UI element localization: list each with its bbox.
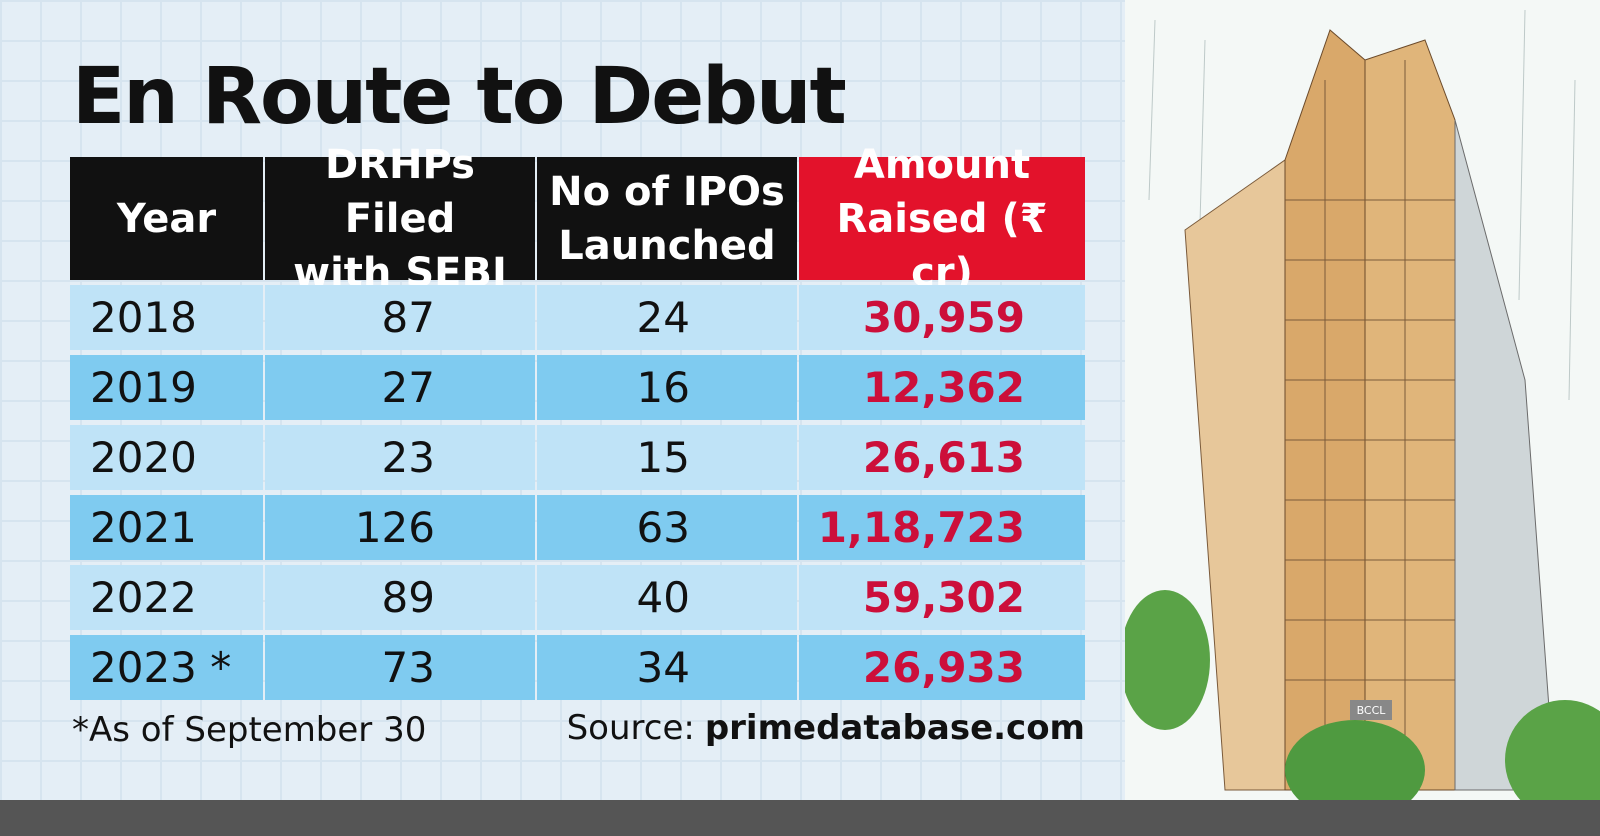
header-line: Year (116, 195, 217, 242)
watermark: BCCL (1357, 704, 1387, 717)
header-cell: No of IPOs Launched (537, 157, 797, 280)
value-cell: 15 (537, 425, 797, 490)
header-cell: Year (70, 157, 263, 280)
header-line: No of IPOs (549, 168, 785, 215)
year-cell: 2018 (70, 285, 263, 350)
header-line: Raised (₹ cr) (836, 195, 1048, 296)
value-cell: 87 (265, 285, 535, 350)
year-cell: 2019 (70, 355, 263, 420)
footer-bar (0, 800, 1600, 836)
source: Source: primedatabase.com (567, 708, 1085, 748)
title: En Route to Debut (72, 52, 847, 142)
year-cell: 2021 (70, 495, 263, 560)
value-cell: 126 (265, 495, 535, 560)
value-cell: 27 (265, 355, 535, 420)
value-cell: 40 (537, 565, 797, 630)
value-cell: 59,302 (799, 565, 1085, 630)
year-cell: 2020 (70, 425, 263, 490)
footnote: *As of September 30 (72, 710, 427, 750)
header-line: DRHPs Filed (325, 141, 475, 242)
header-line: Launched (558, 222, 776, 269)
value-cell: 89 (265, 565, 535, 630)
value-cell: 30,959 (799, 285, 1085, 350)
value-cell: 1,18,723 (799, 495, 1085, 560)
header-cell: Amount Raised (₹ cr) (799, 142, 1085, 296)
source-label: Source: (566, 708, 695, 748)
year-cell: 2022 (70, 565, 263, 630)
value-cell: 73 (265, 635, 535, 700)
header-cell: DRHPs Filed with SEBI (265, 142, 535, 296)
value-cell: 26,933 (799, 635, 1085, 700)
source-value: primedatabase.com (704, 708, 1085, 748)
illustration: BCCL (1125, 0, 1600, 800)
header-line: Amount (853, 141, 1031, 188)
value-cell: 63 (537, 495, 797, 560)
value-cell: 26,613 (799, 425, 1085, 490)
value-cell: 16 (537, 355, 797, 420)
value-cell: 24 (537, 285, 797, 350)
value-cell: 23 (265, 425, 535, 490)
value-cell: 34 (537, 635, 797, 700)
year-cell: 2023 * (70, 635, 263, 700)
value-cell: 12,362 (799, 355, 1085, 420)
